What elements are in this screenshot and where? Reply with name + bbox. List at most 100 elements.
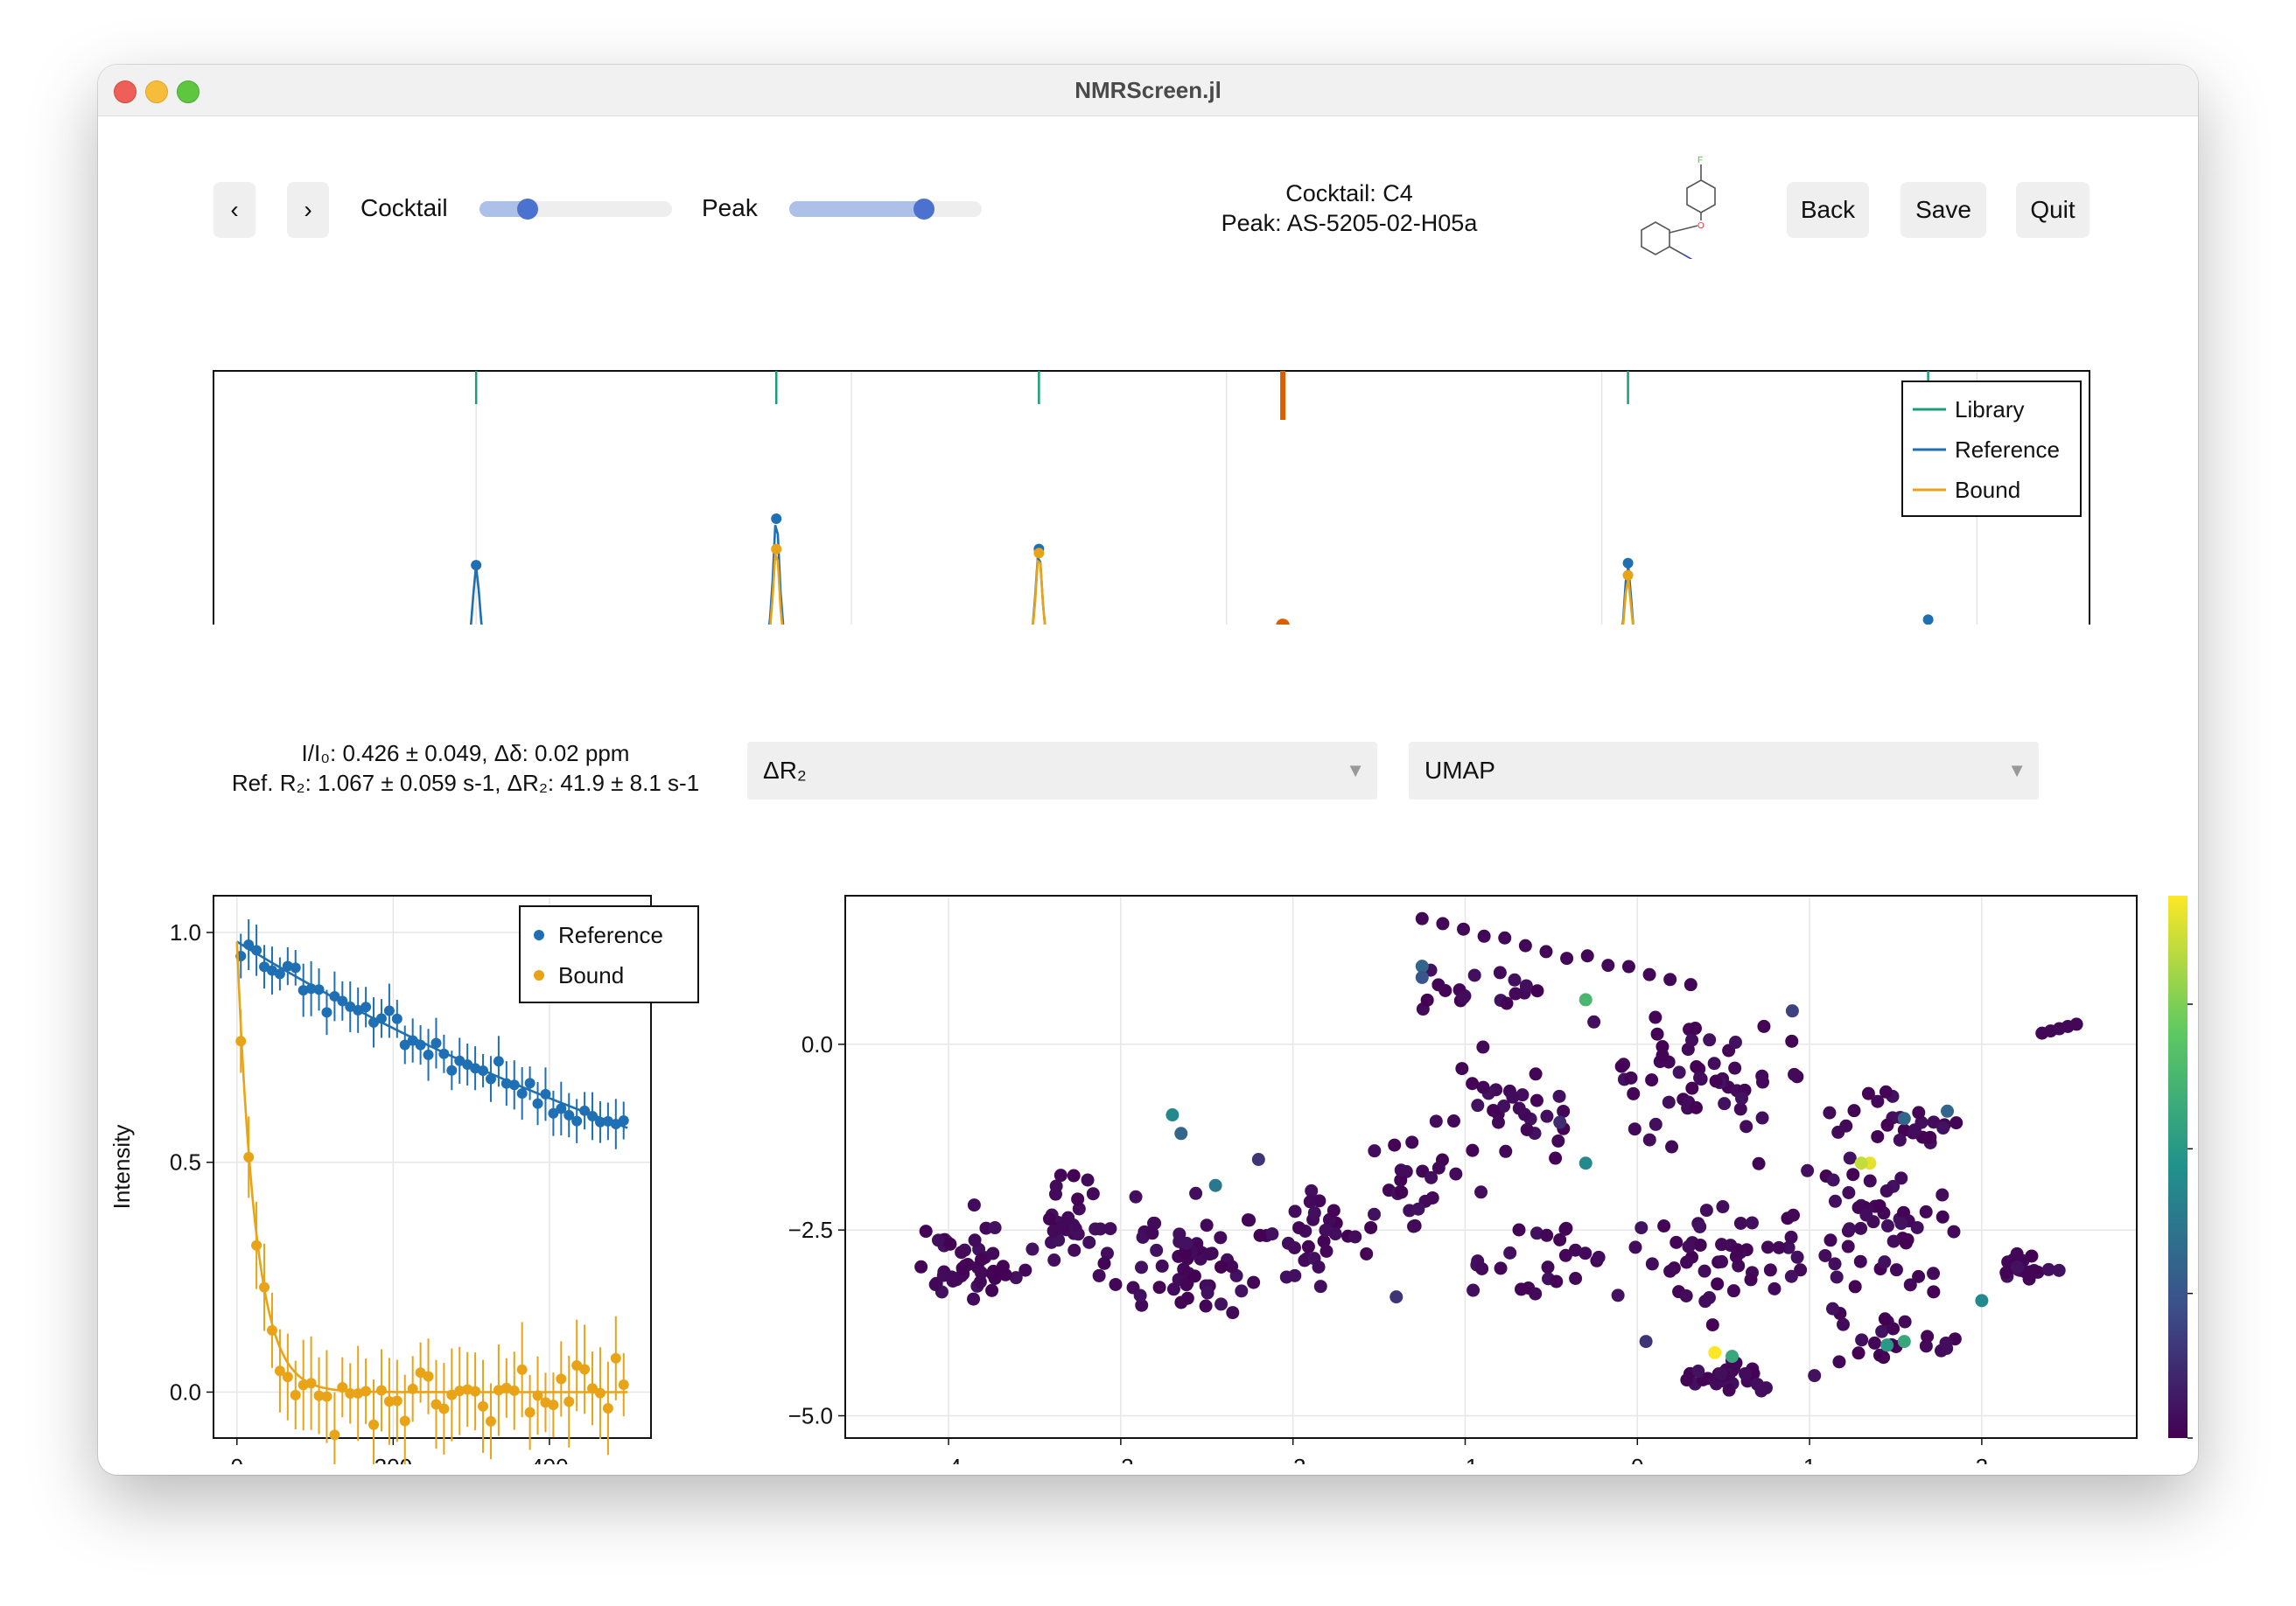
- umap-point[interactable]: [1703, 1033, 1717, 1047]
- umap-point[interactable]: [1530, 984, 1544, 998]
- umap-highlighted-point[interactable]: [1639, 1335, 1653, 1349]
- umap-point[interactable]: [1611, 1288, 1625, 1302]
- umap-point[interactable]: [1880, 1184, 1894, 1198]
- umap-point[interactable]: [1503, 1246, 1517, 1260]
- umap-point[interactable]: [1348, 1230, 1362, 1244]
- umap-point[interactable]: [1785, 1034, 1799, 1048]
- peak-slider-knob[interactable]: [914, 199, 934, 220]
- umap-point[interactable]: [1863, 1174, 1877, 1188]
- umap-point[interactable]: [1242, 1213, 1256, 1227]
- umap-point[interactable]: [1908, 1123, 1922, 1137]
- umap-point[interactable]: [1878, 1255, 1892, 1269]
- umap-point[interactable]: [1551, 1134, 1565, 1148]
- data-point-reference[interactable]: [337, 995, 348, 1007]
- umap-highlighted-point[interactable]: [1726, 1350, 1740, 1364]
- umap-point[interactable]: [1292, 1221, 1306, 1235]
- umap-point[interactable]: [996, 1260, 1010, 1274]
- umap-point[interactable]: [1853, 1254, 1867, 1268]
- umap-point[interactable]: [1466, 1143, 1480, 1157]
- umap-point[interactable]: [1842, 1186, 1856, 1200]
- data-point-reference[interactable]: [243, 939, 255, 950]
- umap-point[interactable]: [1921, 1330, 1935, 1344]
- umap-point[interactable]: [1714, 1367, 1728, 1381]
- umap-point[interactable]: [1405, 1135, 1419, 1149]
- umap-point[interactable]: [1824, 1233, 1838, 1247]
- umap-point[interactable]: [1580, 949, 1594, 963]
- umap-point[interactable]: [1061, 1211, 1075, 1225]
- umap-point[interactable]: [1512, 1101, 1526, 1115]
- data-point-bound[interactable]: [610, 1352, 621, 1364]
- umap-point[interactable]: [1939, 1336, 1953, 1350]
- data-point-bound[interactable]: [594, 1387, 606, 1399]
- umap-point[interactable]: [1477, 929, 1491, 943]
- umap-point[interactable]: [1432, 978, 1446, 992]
- umap-point[interactable]: [1672, 1065, 1686, 1079]
- umap-point[interactable]: [1487, 1103, 1501, 1117]
- data-point-bound[interactable]: [438, 1403, 450, 1414]
- umap-point[interactable]: [1081, 1173, 1095, 1187]
- close-window-button[interactable]: [114, 80, 136, 103]
- umap-point[interactable]: [1734, 1092, 1748, 1106]
- previous-button[interactable]: ‹: [214, 182, 256, 238]
- data-point-bound[interactable]: [564, 1396, 575, 1407]
- data-point-reference[interactable]: [290, 962, 301, 974]
- minimize-window-button[interactable]: [145, 80, 168, 103]
- umap-point[interactable]: [1049, 1179, 1063, 1193]
- umap-point[interactable]: [1871, 1129, 1885, 1143]
- umap-point[interactable]: [1715, 1254, 1729, 1268]
- data-point-bound[interactable]: [266, 1324, 277, 1336]
- data-point-bound[interactable]: [321, 1391, 332, 1402]
- umap-point[interactable]: [1512, 1223, 1526, 1237]
- bound-peak-marker[interactable]: [771, 543, 782, 555]
- umap-point[interactable]: [1843, 1222, 1857, 1236]
- umap-point[interactable]: [1265, 1227, 1279, 1241]
- umap-point[interactable]: [1506, 1090, 1520, 1104]
- umap-point[interactable]: [1592, 1250, 1606, 1264]
- umap-point[interactable]: [1657, 1219, 1671, 1233]
- umap-point[interactable]: [1558, 1248, 1572, 1262]
- umap-highlighted-point[interactable]: [1785, 1004, 1799, 1018]
- data-point-bound[interactable]: [337, 1381, 348, 1393]
- umap-point[interactable]: [1587, 1015, 1601, 1029]
- umap-point[interactable]: [1621, 960, 1635, 974]
- umap-point[interactable]: [1288, 1268, 1302, 1282]
- umap-point[interactable]: [1645, 1073, 1659, 1087]
- data-point-reference[interactable]: [282, 960, 293, 972]
- umap-point[interactable]: [1529, 1067, 1543, 1081]
- umap-point[interactable]: [1476, 1040, 1490, 1054]
- data-point-bound[interactable]: [274, 1365, 285, 1377]
- umap-point[interactable]: [1317, 1234, 1331, 1248]
- data-point-reference[interactable]: [516, 1088, 528, 1100]
- umap-point[interactable]: [1839, 1119, 1853, 1133]
- umap-point[interactable]: [1927, 1285, 1941, 1299]
- umap-point[interactable]: [1634, 1221, 1648, 1235]
- data-point-bound[interactable]: [368, 1419, 380, 1430]
- umap-point[interactable]: [1861, 1086, 1875, 1100]
- umap-highlighted-point[interactable]: [1708, 1345, 1722, 1359]
- umap-point[interactable]: [1841, 1239, 1855, 1253]
- umap-highlighted-point[interactable]: [1578, 993, 1592, 1007]
- umap-point[interactable]: [1763, 1263, 1777, 1277]
- umap-highlighted-point[interactable]: [1553, 1115, 1567, 1129]
- umap-point[interactable]: [1893, 1133, 1907, 1147]
- umap-point[interactable]: [1498, 931, 1512, 945]
- umap-point[interactable]: [1784, 1269, 1798, 1283]
- umap-point[interactable]: [1691, 1365, 1705, 1379]
- data-point-reference[interactable]: [564, 1109, 575, 1121]
- umap-point[interactable]: [1889, 1263, 1903, 1277]
- umap-point[interactable]: [956, 1261, 970, 1275]
- umap-point[interactable]: [1999, 1266, 2013, 1280]
- umap-point[interactable]: [1326, 1204, 1340, 1218]
- umap-point[interactable]: [1500, 996, 1514, 1010]
- data-point-reference[interactable]: [610, 1119, 621, 1130]
- umap-highlighted-point[interactable]: [1174, 1127, 1188, 1141]
- data-point-reference[interactable]: [383, 1005, 395, 1016]
- umap-point[interactable]: [1718, 1097, 1732, 1111]
- umap-point[interactable]: [1071, 1192, 1085, 1206]
- data-point-bound[interactable]: [618, 1379, 629, 1391]
- umap-point[interactable]: [1529, 1287, 1543, 1301]
- umap-point[interactable]: [1200, 1218, 1214, 1232]
- umap-point[interactable]: [974, 1266, 988, 1280]
- umap-point[interactable]: [1508, 987, 1522, 1001]
- umap-point[interactable]: [943, 1237, 957, 1251]
